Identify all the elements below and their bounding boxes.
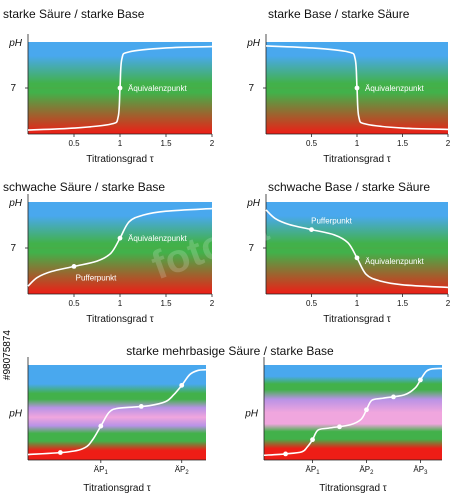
x-tick-sub: 2: [370, 470, 374, 476]
x-tick-label: 2: [210, 299, 215, 308]
x-tick-label: 2: [446, 139, 451, 148]
x-tick-base: ÄP: [413, 465, 424, 474]
x-tick-base: ÄP: [175, 465, 186, 474]
curve-marker: [391, 394, 396, 400]
curve-marker: [179, 382, 185, 388]
x-tick-label: 0.5: [306, 139, 318, 148]
curve-marker: [309, 227, 314, 233]
titration-curve: [265, 209, 449, 289]
titration-curve: [27, 207, 213, 287]
curve-marker: [98, 423, 104, 429]
y-axis-label: pH: [8, 198, 23, 209]
chart-5: starke mehrbasige Säure / starke Base pH Ä…: [8, 344, 334, 494]
x-tick-label: ÄP3: [413, 465, 428, 476]
buffer-point-label: Pufferpunkt: [311, 217, 353, 226]
equivalence-point-label: Äquivalenzpunkt: [365, 84, 424, 93]
curve-marker: [117, 235, 123, 241]
x-tick-label: ÄP1: [94, 465, 109, 476]
curve-marker: [310, 437, 315, 443]
titration-curve: [27, 368, 207, 456]
buffer-point-label: Pufferpunkt: [76, 273, 118, 282]
chart-title: starke Base / starke Säure: [268, 7, 410, 21]
x-tick-label: 1.5: [397, 139, 409, 148]
x-axis-label: Titrationsgrad τ: [323, 314, 391, 325]
x-tick-label: 2: [210, 139, 215, 148]
x-tick-base: ÄP: [359, 465, 370, 474]
chart-title: starke mehrbasige Säure / starke Base: [126, 344, 334, 358]
x-tick-sub: 1: [316, 470, 320, 476]
x-tick-label: 1: [355, 299, 360, 308]
y-axis-label: pH: [8, 409, 23, 420]
x-tick-label: 0.5: [68, 139, 80, 148]
x-tick-sub: 1: [104, 470, 108, 476]
y-tick-label: 7: [248, 243, 254, 254]
chart-title: schwache Säure / starke Base: [3, 180, 165, 194]
y-tick-label: 7: [10, 83, 16, 94]
x-tick-base: ÄP: [94, 465, 105, 474]
y-tick-label: 7: [248, 83, 254, 94]
chart-1: starke Säure / starke Base pH 7 0.5 1 1.5 2 Tit…: [3, 7, 215, 165]
x-tick-label: 0.5: [306, 299, 318, 308]
equivalence-point-label: Äquivalenzpunkt: [128, 84, 187, 93]
chart-title: starke Säure / starke Base: [3, 7, 145, 21]
x-tick-label: 1.5: [160, 299, 172, 308]
x-tick-label: ÄP2: [359, 465, 374, 476]
x-tick-label: ÄP2: [175, 465, 190, 476]
chart-title: schwache Base / starke Säure: [268, 180, 430, 194]
watermark-id: #98075874: [2, 330, 13, 381]
x-axis-label: Titrationsgrad τ: [319, 483, 387, 494]
x-tick-label: 1.5: [160, 139, 172, 148]
x-tick-label: 1: [355, 139, 360, 148]
chart-2: starke Base / starke Säure pH 7 0.5 1 1.5 2 Tit…: [246, 7, 451, 165]
x-tick-label: 1: [118, 139, 123, 148]
x-axis-label: Titrationsgrad τ: [86, 314, 154, 325]
equivalence-point-label: Äquivalenzpunkt: [128, 234, 187, 243]
curve-marker: [138, 403, 144, 409]
curve-marker: [418, 377, 423, 383]
x-axis-label: Titrationsgrad τ: [86, 154, 154, 165]
x-tick-label: 2: [446, 299, 451, 308]
x-tick-sub: 3: [424, 470, 428, 476]
y-axis-label: pH: [246, 198, 261, 209]
y-axis-label: pH: [8, 38, 23, 49]
y-axis-label: pH: [244, 409, 259, 420]
x-tick-label: 0.5: [68, 299, 80, 308]
x-tick-sub: 2: [185, 470, 189, 476]
curve-marker: [57, 450, 63, 455]
x-tick-label: 1.5: [397, 299, 409, 308]
plot-background: [28, 365, 206, 460]
curve-marker: [117, 85, 123, 91]
x-tick-label: 1: [118, 299, 123, 308]
chart-3: schwache Säure / starke Base pH 7 0.5 1 1.5 2 T…: [3, 180, 215, 325]
plot-background: [264, 365, 442, 460]
curve-marker: [354, 255, 360, 261]
x-axis-label: Titrationsgrad τ: [83, 483, 151, 494]
equivalence-point-label: Äquivalenzpunkt: [365, 257, 424, 266]
curve-marker: [337, 424, 342, 430]
y-tick-label: 7: [10, 243, 16, 254]
curve-marker: [354, 85, 360, 91]
x-axis-label: Titrationsgrad τ: [323, 154, 391, 165]
curve-marker: [71, 264, 77, 269]
x-tick-label: ÄP1: [306, 465, 321, 476]
curve-marker: [283, 451, 288, 457]
curve-marker: [364, 407, 369, 413]
y-axis-label: pH: [246, 38, 261, 49]
x-tick-base: ÄP: [306, 465, 317, 474]
chart-4: schwache Base / starke Säure pH 7 0.5 1 1.5 2 T…: [246, 180, 451, 325]
